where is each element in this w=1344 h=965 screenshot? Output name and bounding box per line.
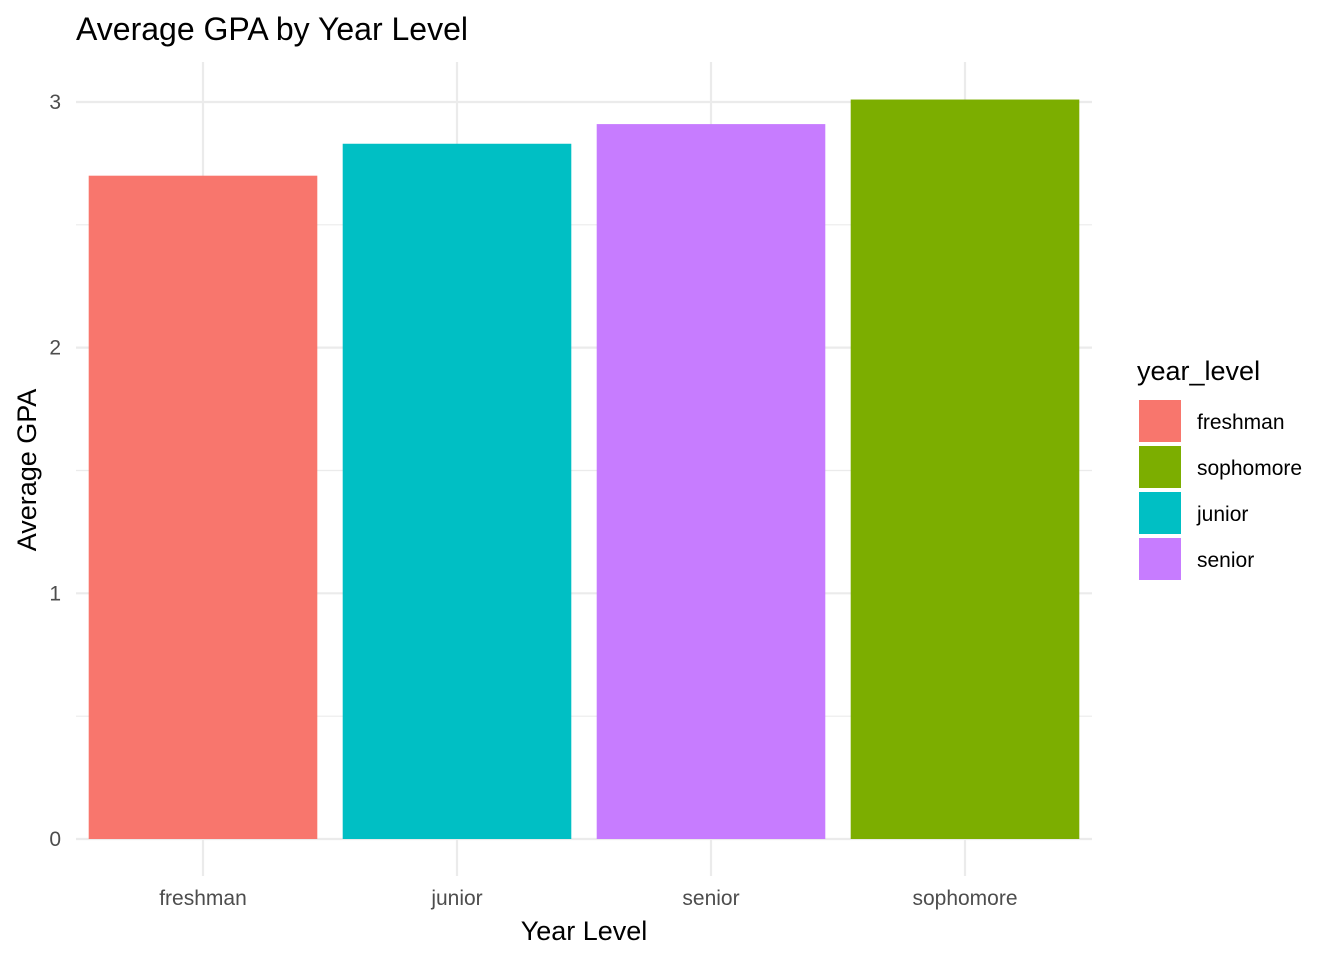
- chart-title: Average GPA by Year Level: [76, 11, 468, 47]
- legend-title: year_level: [1137, 356, 1260, 386]
- legend-key-sophomore: [1139, 446, 1181, 488]
- legend-label-sophomore: sophomore: [1197, 457, 1302, 480]
- bar-junior: [342, 143, 572, 839]
- x-axis-ticks: freshman junior senior sophomore: [159, 887, 1017, 910]
- x-tick-label: junior: [430, 887, 482, 910]
- y-tick-label: 2: [49, 337, 61, 360]
- legend-key-junior: [1139, 492, 1181, 534]
- legend-label-freshman: freshman: [1197, 411, 1285, 434]
- y-axis-title: Average GPA: [12, 389, 42, 552]
- legend-key-freshman: [1139, 400, 1181, 442]
- bar-freshman: [88, 175, 318, 840]
- y-axis-ticks: 0 1 2 3: [49, 91, 61, 851]
- bars: [88, 99, 1080, 840]
- x-tick-label: senior: [682, 887, 739, 910]
- x-axis-title: Year Level: [521, 916, 648, 946]
- bar-sophomore: [850, 99, 1080, 839]
- x-tick-label: freshman: [159, 887, 247, 910]
- legend-key-senior: [1139, 538, 1181, 580]
- legend-label-senior: senior: [1197, 549, 1254, 572]
- legend-items: freshman sophomore junior senior: [1139, 400, 1302, 580]
- legend-label-junior: junior: [1196, 503, 1248, 526]
- y-tick-label: 1: [49, 582, 61, 605]
- y-tick-label: 3: [49, 91, 61, 114]
- legend: year_level freshman sophomore junior senior: [1137, 356, 1302, 580]
- x-tick-label: sophomore: [912, 887, 1017, 910]
- bar-senior: [596, 124, 826, 840]
- y-tick-label: 0: [49, 828, 61, 851]
